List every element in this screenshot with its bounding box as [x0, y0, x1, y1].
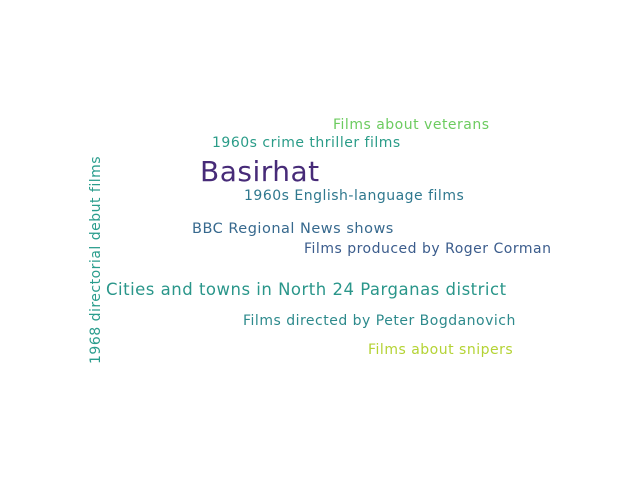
- word-films-about-snipers: Films about snipers: [368, 342, 514, 358]
- word-1960s-english-language: 1960s English-language films: [244, 188, 465, 204]
- word-bbc-regional-news: BBC Regional News shows: [192, 221, 394, 237]
- word-films-about-veterans: Films about veterans: [333, 117, 490, 133]
- word-films-produced-corman: Films produced by Roger Corman: [304, 241, 552, 257]
- word-1960s-crime-thriller: 1960s crime thriller films: [212, 135, 401, 151]
- word-1968-directorial-debut: 1968 directorial debut films: [88, 155, 104, 364]
- word-films-directed-bogdanovich: Films directed by Peter Bogdanovich: [243, 313, 516, 329]
- word-basirhat: Basirhat: [200, 155, 320, 188]
- word-cities-and-towns: Cities and towns in North 24 Parganas di…: [106, 280, 507, 299]
